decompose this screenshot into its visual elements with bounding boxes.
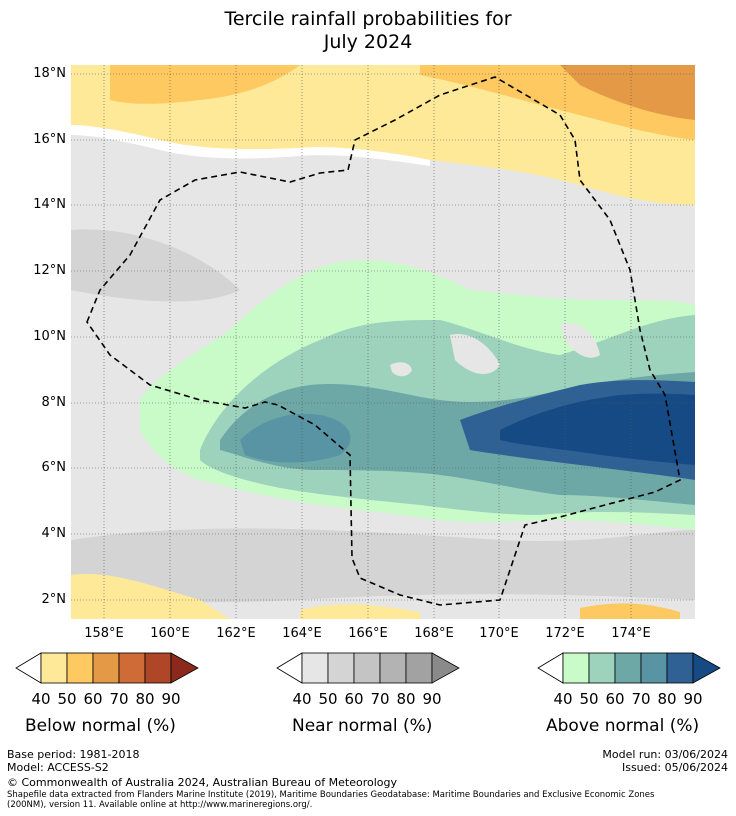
lon-label-162: 162°E: [216, 626, 256, 641]
legend-near-caption: Near normal (%): [292, 716, 433, 736]
lon-label-170: 170°E: [479, 626, 519, 641]
legend-near-tick-50: 50: [318, 690, 338, 708]
legend-below-tick-90: 90: [161, 690, 181, 708]
legend-near-tick-80: 80: [396, 690, 416, 708]
lat-label-8: 8°N: [41, 395, 67, 410]
transition-gap-north: [71, 125, 430, 166]
lat-label-6: 6°N: [41, 460, 67, 475]
legend-near-tick-60: 60: [344, 690, 364, 708]
lon-label-158: 158°E: [84, 626, 124, 641]
legend-above-tick-40: 40: [553, 690, 573, 708]
legend-below-tick-50: 50: [57, 690, 77, 708]
legend-near-tick-90: 90: [422, 690, 442, 708]
legend-above-tick-90: 90: [683, 690, 703, 708]
model-run: Model run: 03/06/2024: [602, 748, 728, 761]
map-title: Tercile rainfall probabilities for July …: [0, 8, 736, 54]
lon-label-164: 164°E: [282, 626, 322, 641]
near-normal-50-area: [71, 229, 240, 302]
lat-label-14: 14°N: [33, 197, 66, 212]
below-normal-50-south: [300, 604, 420, 619]
shapefile-credit-2: (200NM), version 11. Available online at…: [7, 800, 313, 810]
copyright: © Commonwealth of Australia 2024, Austra…: [7, 776, 397, 789]
legend-near-colorbar: [276, 652, 460, 684]
legend-below-colorbar: [15, 652, 199, 684]
lat-label-4: 4°N: [41, 526, 67, 541]
legend-near-tick-70: 70: [370, 690, 390, 708]
probability-map: [71, 65, 695, 619]
legend-below-normal: 40 50 60 70 80 90 Below normal (%): [15, 652, 200, 736]
issued-date: Issued: 05/06/2024: [621, 761, 728, 774]
title-line-1: Tercile rainfall probabilities for: [224, 8, 512, 30]
near-normal-island: [390, 362, 412, 377]
above-normal-80-west: [240, 413, 351, 463]
lon-label-174: 174°E: [611, 626, 651, 641]
above-normal-90-east: [500, 393, 695, 465]
legend-above-tick-80: 80: [657, 690, 677, 708]
map-fields: [71, 65, 695, 619]
legend-near-normal: 40 50 60 70 80 90 Near normal (%): [276, 652, 461, 736]
lat-label-10: 10°N: [33, 329, 66, 344]
lat-label-2: 2°N: [41, 592, 67, 607]
below-normal-50-southwest: [71, 574, 230, 619]
legend-above-tick-50: 50: [579, 690, 599, 708]
legend-above-tick-60: 60: [605, 690, 625, 708]
legend-above-colorbar: [537, 652, 721, 684]
lon-label-160: 160°E: [150, 626, 190, 641]
near-normal-island-mid: [450, 334, 500, 375]
lon-label-168: 168°E: [414, 626, 454, 641]
lon-label-166: 166°E: [348, 626, 388, 641]
lat-label-16: 16°N: [33, 132, 66, 147]
legend-above-caption: Above normal (%): [546, 716, 700, 736]
lon-label-172: 172°E: [545, 626, 585, 641]
below-normal-60-southeast: [580, 603, 680, 619]
near-normal-island-east: [560, 323, 600, 358]
legend-above-tick-70: 70: [631, 690, 651, 708]
graticule: [71, 65, 695, 619]
base-period: Base period: 1981-2018: [7, 748, 140, 761]
title-line-2: July 2024: [323, 31, 413, 53]
legend-below-tick-60: 60: [83, 690, 103, 708]
lat-label-12: 12°N: [33, 263, 66, 278]
near-normal-50-south: [71, 528, 695, 603]
legend-below-caption: Below normal (%): [25, 716, 176, 736]
below-normal-70-northeast: [560, 65, 695, 120]
legend-below-tick-80: 80: [135, 690, 155, 708]
model-name: Model: ACCESS-S2: [7, 761, 109, 774]
legend-below-tick-70: 70: [109, 690, 129, 708]
legend-below-tick-40: 40: [31, 690, 51, 708]
legend-near-tick-40: 40: [292, 690, 312, 708]
lat-label-18: 18°N: [33, 66, 66, 81]
legend-above-normal: 40 50 60 70 80 90 Above normal (%): [537, 652, 722, 736]
below-normal-60-northwest: [110, 65, 300, 104]
shapefile-credit-1: Shapefile data extracted from Flanders M…: [7, 790, 655, 800]
eez-boundary: [86, 76, 681, 606]
